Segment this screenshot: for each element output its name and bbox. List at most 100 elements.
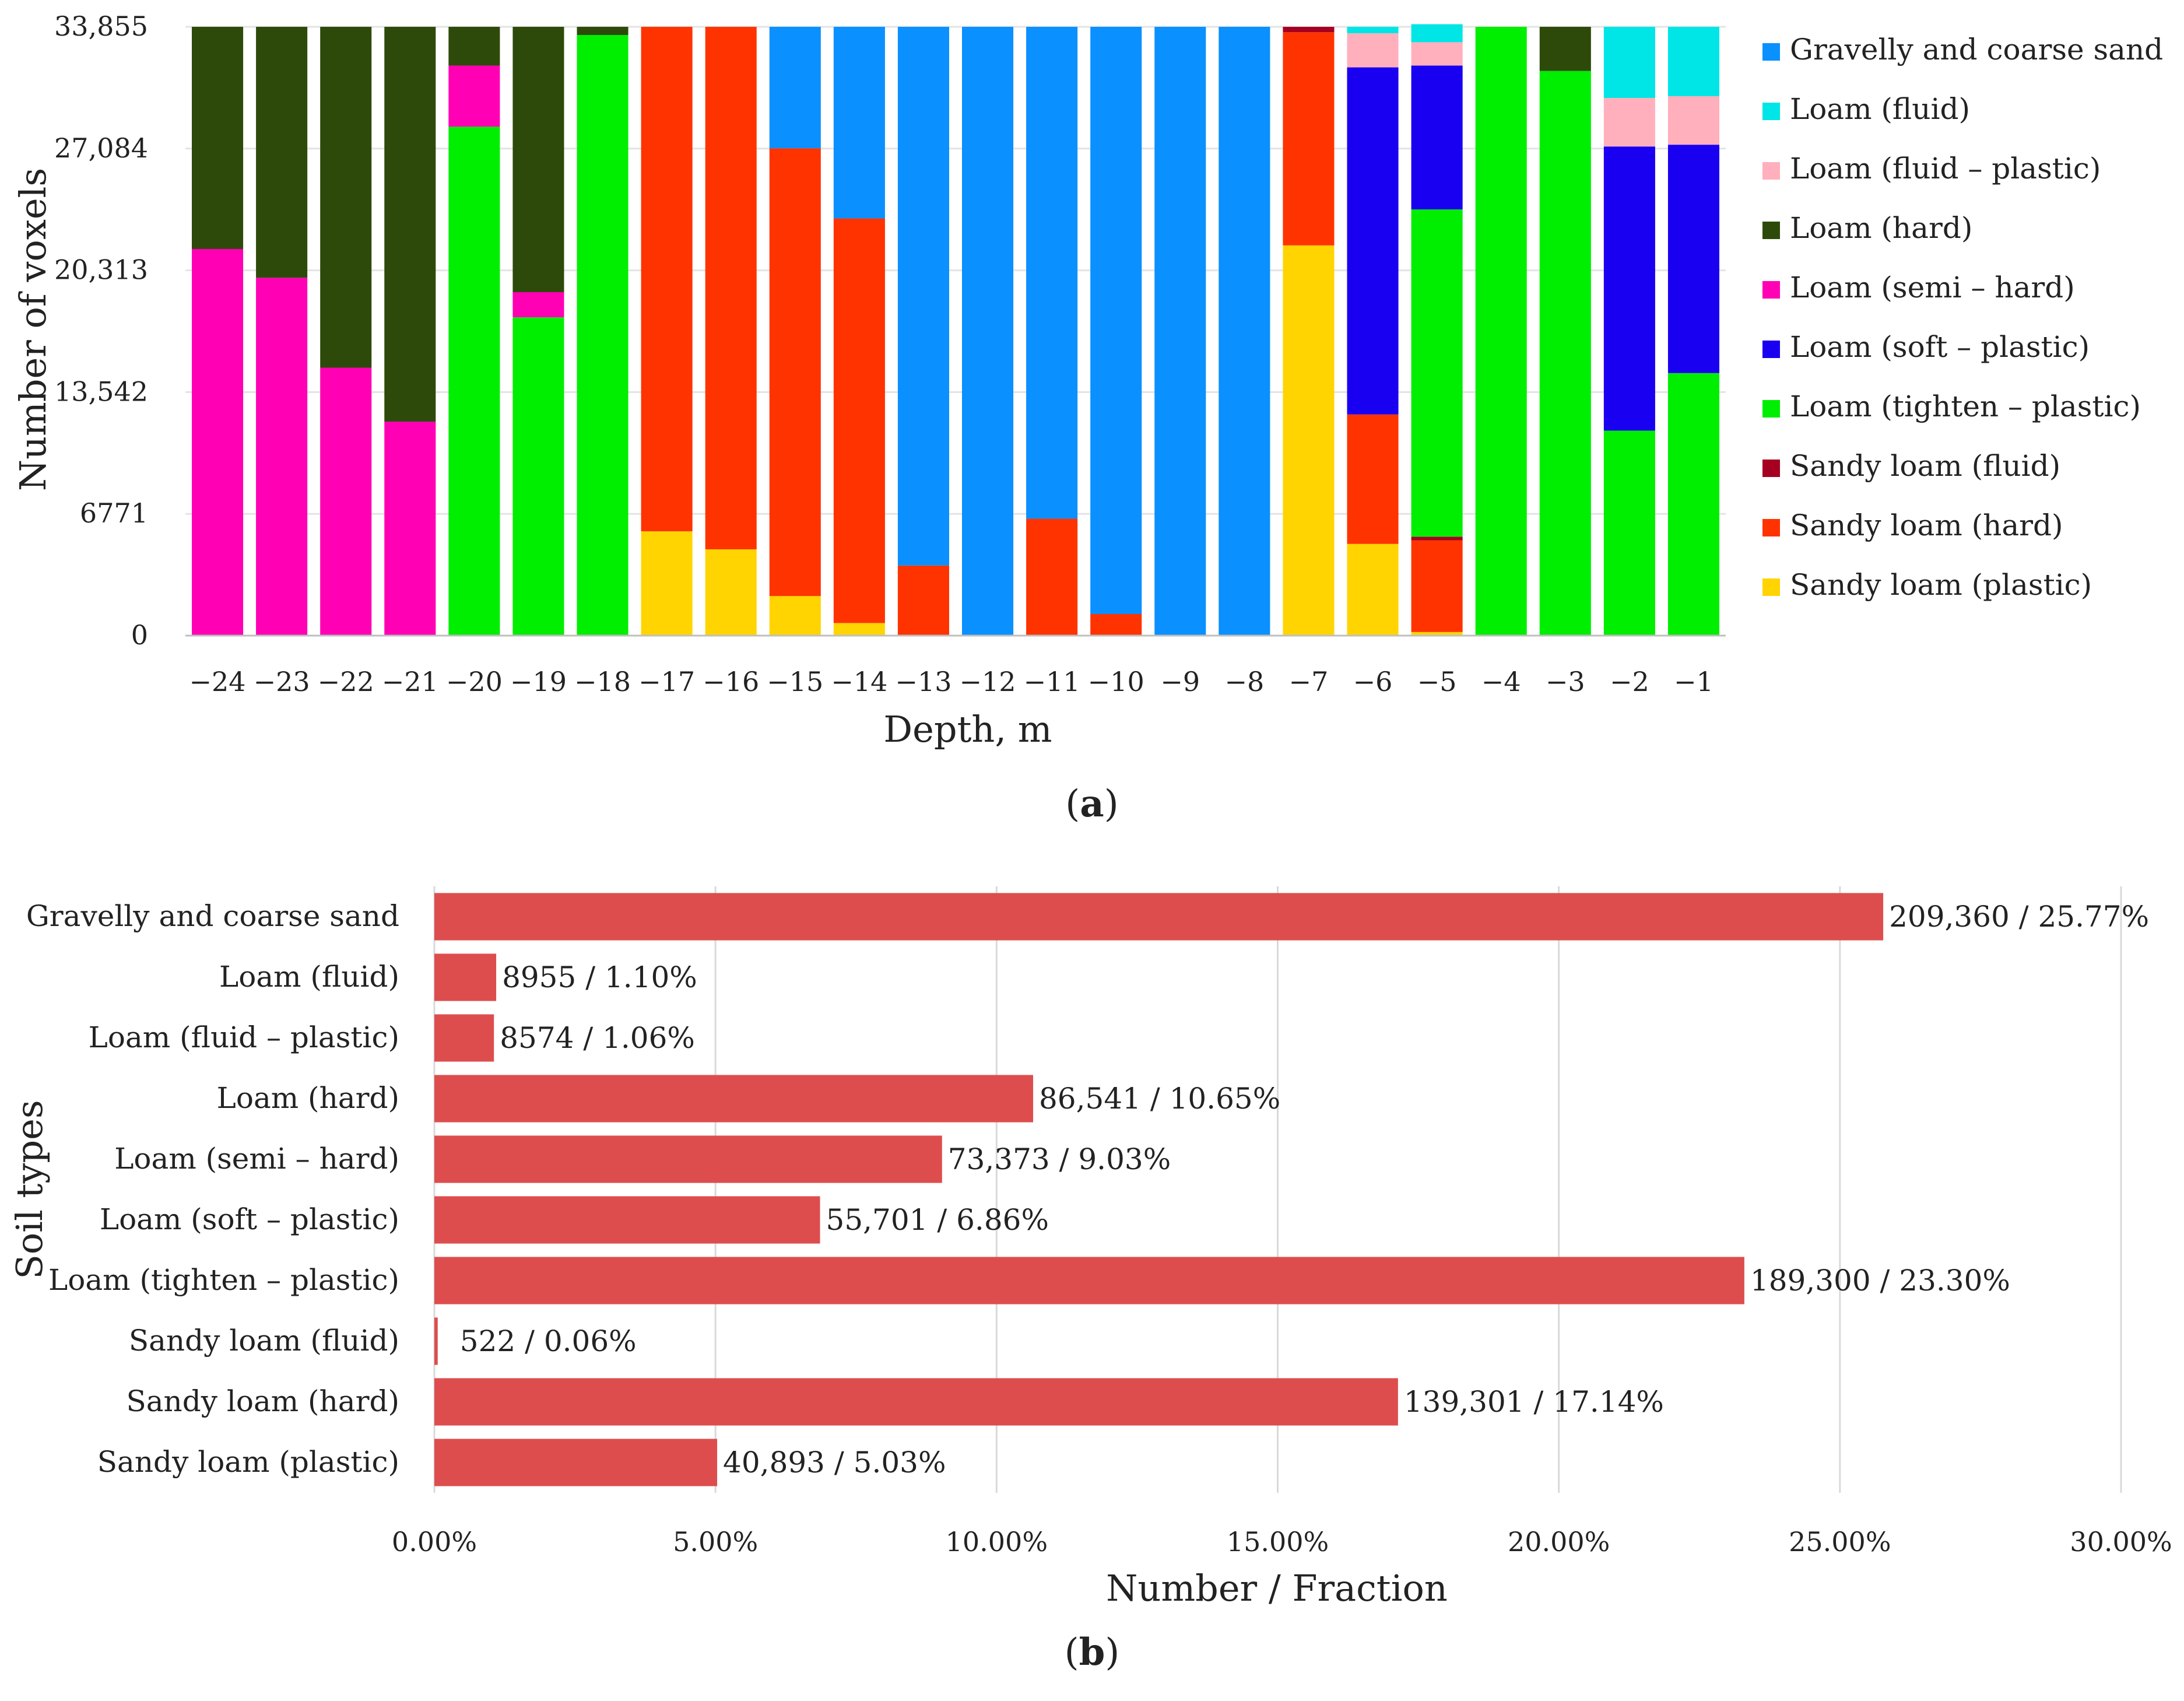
b-x-tick-label: 20.00% <box>1508 1526 1610 1558</box>
legend-swatch-loam-fluid-plastic <box>1762 162 1780 180</box>
a-x-tick-label: −2 <box>1610 666 1649 697</box>
bar-segment-loam-hard <box>1539 27 1591 71</box>
bar-segment-loam-soft-plastic <box>1347 67 1399 415</box>
b-bars <box>434 893 1884 1486</box>
bar-segment-loam-soft-plastic <box>1411 65 1463 210</box>
horizontal-bar-chart-soil-types: Gravelly and coarse sand Loam (fluid) Loam… <box>8 886 2172 1674</box>
bar-segment-loam-tighten-plastic <box>577 35 628 636</box>
bar-segment-loam-tighten-plastic <box>1475 27 1527 636</box>
a-bars <box>192 24 1719 636</box>
legend-label-loam-fluid: Loam (fluid) <box>1790 92 1970 126</box>
bar-sandy-loam-hard <box>434 1378 1398 1426</box>
bar-segment-gravelly-and-coarse-sand <box>769 27 821 149</box>
bar-segment-sandy-loam-hard <box>1347 414 1399 544</box>
b-x-tick-label: 25.00% <box>1789 1526 1891 1558</box>
b-category-label: Loam (semi – hard) <box>114 1142 399 1176</box>
bar-segment-gravelly-and-coarse-sand <box>1090 27 1142 614</box>
a-x-tick-label: −21 <box>382 666 438 697</box>
a-y-tick-label: 27,084 <box>54 132 148 164</box>
b-x-axis-title: Number / Fraction <box>1106 1567 1448 1609</box>
b-data-label: 522 / 0.06% <box>460 1324 637 1358</box>
a-y-axis-title: Number of voxels <box>12 168 54 491</box>
legend-swatch-loam-hard <box>1762 222 1780 239</box>
b-data-label: 139,301 / 17.14% <box>1404 1385 1664 1419</box>
legend-swatch-loam-semi-hard <box>1762 281 1780 299</box>
a-x-tick-label: −18 <box>574 666 631 697</box>
bar-segment-loam-tighten-plastic <box>1667 373 1719 636</box>
bar-segment-gravelly-and-coarse-sand <box>962 27 1014 636</box>
legend-swatch-loam-tighten-plastic <box>1762 400 1780 418</box>
bar-segment-loam-hard <box>384 27 436 422</box>
b-category-label: Loam (soft – plastic) <box>100 1202 399 1236</box>
b-category-label: Sandy loam (hard) <box>126 1384 399 1418</box>
bar-segment-loam-semi-hard <box>384 422 436 636</box>
bar-sandy-loam-fluid <box>434 1317 438 1365</box>
a-gridlines <box>185 26 1726 515</box>
bar-segment-sandy-loam-hard <box>641 27 693 532</box>
panel-label-a-open: ( <box>1065 783 1080 826</box>
b-data-label: 40,893 / 5.03% <box>723 1446 946 1479</box>
a-x-tick-label: −1 <box>1674 666 1714 697</box>
bar-segment-loam-hard <box>256 27 308 278</box>
bar-segment-sandy-loam-plastic <box>769 596 821 636</box>
a-x-tick-labels: −24 −23 −22 −21 −20 −19 −18 −17 −16 −15 −14 −13 −12−… <box>189 666 1714 697</box>
a-x-tick-label: −4 <box>1481 666 1521 697</box>
legend-label-sandy-loam-plastic: Sandy loam (plastic) <box>1790 568 2092 602</box>
b-category-label: Loam (fluid) <box>219 960 399 994</box>
b-x-tick-label: 10.00% <box>946 1526 1048 1558</box>
bar-segment-loam-hard <box>512 27 564 293</box>
bar-loam-semi-hard <box>434 1135 942 1183</box>
legend-label-sandy-loam-fluid: Sandy loam (fluid) <box>1790 449 2060 483</box>
bar-segment-loam-fluid-plastic <box>1667 96 1719 145</box>
b-category-label: Sandy loam (plastic) <box>97 1445 399 1479</box>
a-y-tick-label: 6771 <box>80 497 148 529</box>
bar-segment-loam-fluid <box>1603 27 1655 98</box>
legend-label-loam-semi-hard: Loam (semi – hard) <box>1790 271 2075 304</box>
a-x-tick-label: −7 <box>1289 666 1329 697</box>
panel-label-b-open: ( <box>1065 1631 1079 1674</box>
bar-segment-loam-semi-hard <box>192 248 244 636</box>
bar-segment-sandy-loam-hard <box>1090 613 1142 636</box>
bar-segment-sandy-loam-plastic <box>1347 543 1399 636</box>
b-data-labels: 209,360 / 25.77% 8955 / 1.10% 8574 / 1.06%… <box>460 900 2149 1479</box>
bar-segment-sandy-loam-hard <box>705 27 757 549</box>
bar-segment-loam-semi-hard <box>448 65 500 127</box>
a-x-tick-label: −19 <box>510 666 567 697</box>
bar-segment-loam-fluid-plastic <box>1411 42 1463 66</box>
bar-segment-loam-hard <box>577 27 628 36</box>
a-x-tick-label: −15 <box>767 666 823 697</box>
a-y-tick-label: 13,542 <box>54 376 148 407</box>
bar-segment-gravelly-and-coarse-sand <box>897 27 949 566</box>
b-data-label: 209,360 / 25.77% <box>1889 900 2149 934</box>
bar-segment-gravelly-and-coarse-sand <box>1026 27 1078 519</box>
bar-segment-gravelly-and-coarse-sand <box>833 27 885 219</box>
bar-segment-sandy-loam-hard <box>897 565 949 636</box>
a-x-tick-label: −14 <box>831 666 887 697</box>
a-x-tick-label: −12 <box>960 666 1016 697</box>
b-category-labels: Gravelly and coarse sand Loam (fluid) Loam… <box>26 899 399 1479</box>
a-y-tick-label: 0 <box>131 619 148 651</box>
bar-segment-loam-tighten-plastic <box>512 317 564 636</box>
bar-segment-sandy-loam-plastic <box>705 549 757 636</box>
a-y-tick-label: 33,855 <box>54 10 148 42</box>
legend-label-loam-hard: Loam (hard) <box>1790 211 1972 245</box>
bar-segment-sandy-loam-hard <box>1283 32 1335 245</box>
bar-sandy-loam-plastic <box>434 1439 718 1486</box>
bar-segment-loam-semi-hard <box>512 292 564 318</box>
bar-loam-fluid-plastic <box>434 1014 494 1062</box>
bar-segment-loam-semi-hard <box>320 367 372 636</box>
a-x-tick-label: −20 <box>446 666 503 697</box>
bar-segment-loam-fluid <box>1411 24 1463 43</box>
bar-segment-sandy-loam-hard <box>769 148 821 597</box>
b-category-label: Sandy loam (fluid) <box>129 1324 399 1358</box>
b-x-tick-label: 0.00% <box>392 1526 477 1558</box>
a-x-tick-label: −6 <box>1353 666 1393 697</box>
a-x-tick-label: −13 <box>895 666 951 697</box>
bar-segment-loam-hard <box>192 27 244 249</box>
bar-segment-loam-soft-plastic <box>1667 145 1719 373</box>
panel-label-a-close: ) <box>1104 783 1119 826</box>
b-data-label: 8574 / 1.06% <box>500 1021 695 1055</box>
bar-loam-fluid <box>434 953 497 1001</box>
